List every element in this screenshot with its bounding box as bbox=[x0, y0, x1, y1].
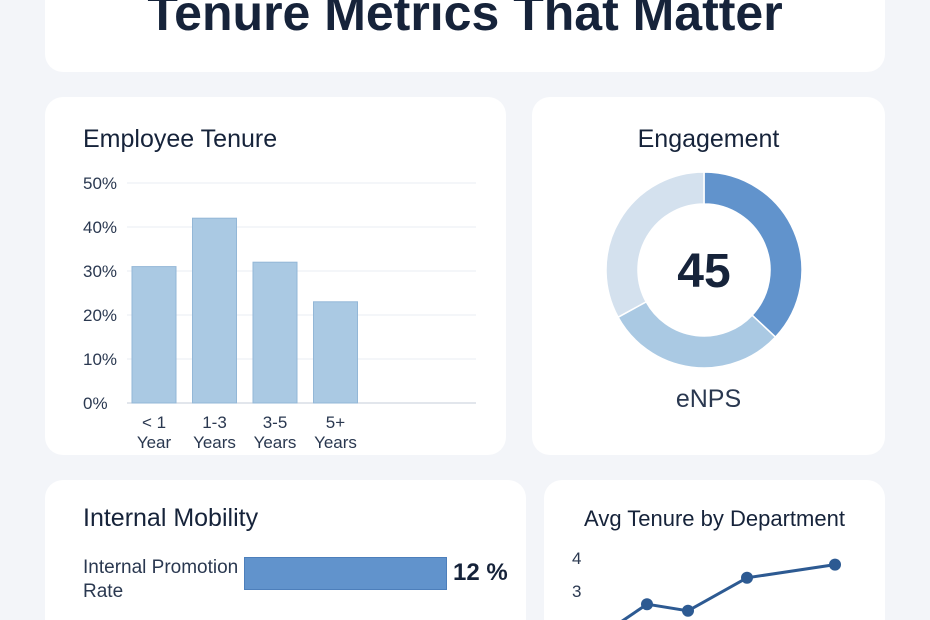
tenure-bar bbox=[252, 261, 298, 404]
enps-label: eNPS bbox=[675, 385, 742, 413]
x-tick-label: < 1 bbox=[142, 413, 166, 432]
employee-tenure-card: Employee Tenure 0% 10% 20% 30% 40% 50% < 1 Year… bbox=[45, 97, 506, 455]
engagement-card: Engagement 45 eNPS bbox=[532, 97, 885, 455]
dept-data-point bbox=[682, 604, 694, 617]
x-tick-label: Years bbox=[314, 433, 357, 452]
tenure-bar bbox=[192, 217, 237, 404]
x-tick-label: Year bbox=[137, 433, 172, 452]
page-title: Tenure Metrics That Matter bbox=[147, 0, 783, 41]
y-tick-label: 40% bbox=[83, 218, 117, 237]
y-tick-label: 20% bbox=[83, 306, 117, 325]
y-tick-label: 4 bbox=[572, 549, 581, 568]
x-tick-label: Years bbox=[193, 433, 236, 452]
dept-data-point bbox=[829, 558, 841, 571]
tenure-bar bbox=[313, 301, 358, 404]
dept-data-point bbox=[641, 598, 653, 611]
tenure-bar-chart: 0%10%20%30%40%50%< 1Year1-3Years3-5Years… bbox=[83, 174, 476, 452]
dept-data-point bbox=[741, 571, 753, 584]
tenure-chart-title: Employee Tenure bbox=[83, 125, 278, 153]
dept-line-chart: 34 bbox=[572, 549, 841, 620]
donut-slice bbox=[703, 171, 803, 339]
y-tick-label: 30% bbox=[83, 262, 117, 281]
x-tick-label: Years bbox=[254, 433, 297, 452]
internal-mobility-card: Internal Mobility Internal Promotion Rat… bbox=[45, 480, 526, 620]
mobility-title: Internal Mobility bbox=[83, 504, 259, 532]
donut-slice bbox=[605, 171, 705, 319]
enps-value: 45 bbox=[677, 245, 730, 298]
donut-slice bbox=[617, 300, 777, 369]
promotion-rate-value: 12 % bbox=[453, 559, 508, 586]
promotion-rate-bar bbox=[244, 557, 447, 590]
dept-series-line bbox=[620, 563, 836, 620]
y-tick-label: 10% bbox=[83, 350, 117, 369]
tenure-bar bbox=[131, 266, 177, 404]
y-tick-label: 3 bbox=[572, 582, 581, 601]
engagement-title: Engagement bbox=[637, 125, 780, 153]
x-tick-label: 5+ bbox=[326, 413, 345, 432]
x-tick-label: 1-3 bbox=[202, 413, 227, 432]
promotion-rate-label: Internal Promotion Rate bbox=[83, 557, 239, 602]
title-card: Tenure Metrics That Matter bbox=[45, 0, 885, 72]
engagement-donut-chart: 45 bbox=[605, 171, 803, 369]
x-tick-label: 3-5 bbox=[263, 413, 288, 432]
dept-chart-title: Avg Tenure by Department bbox=[584, 506, 845, 531]
y-tick-label: 50% bbox=[83, 174, 117, 193]
y-tick-label: 0% bbox=[83, 394, 108, 413]
